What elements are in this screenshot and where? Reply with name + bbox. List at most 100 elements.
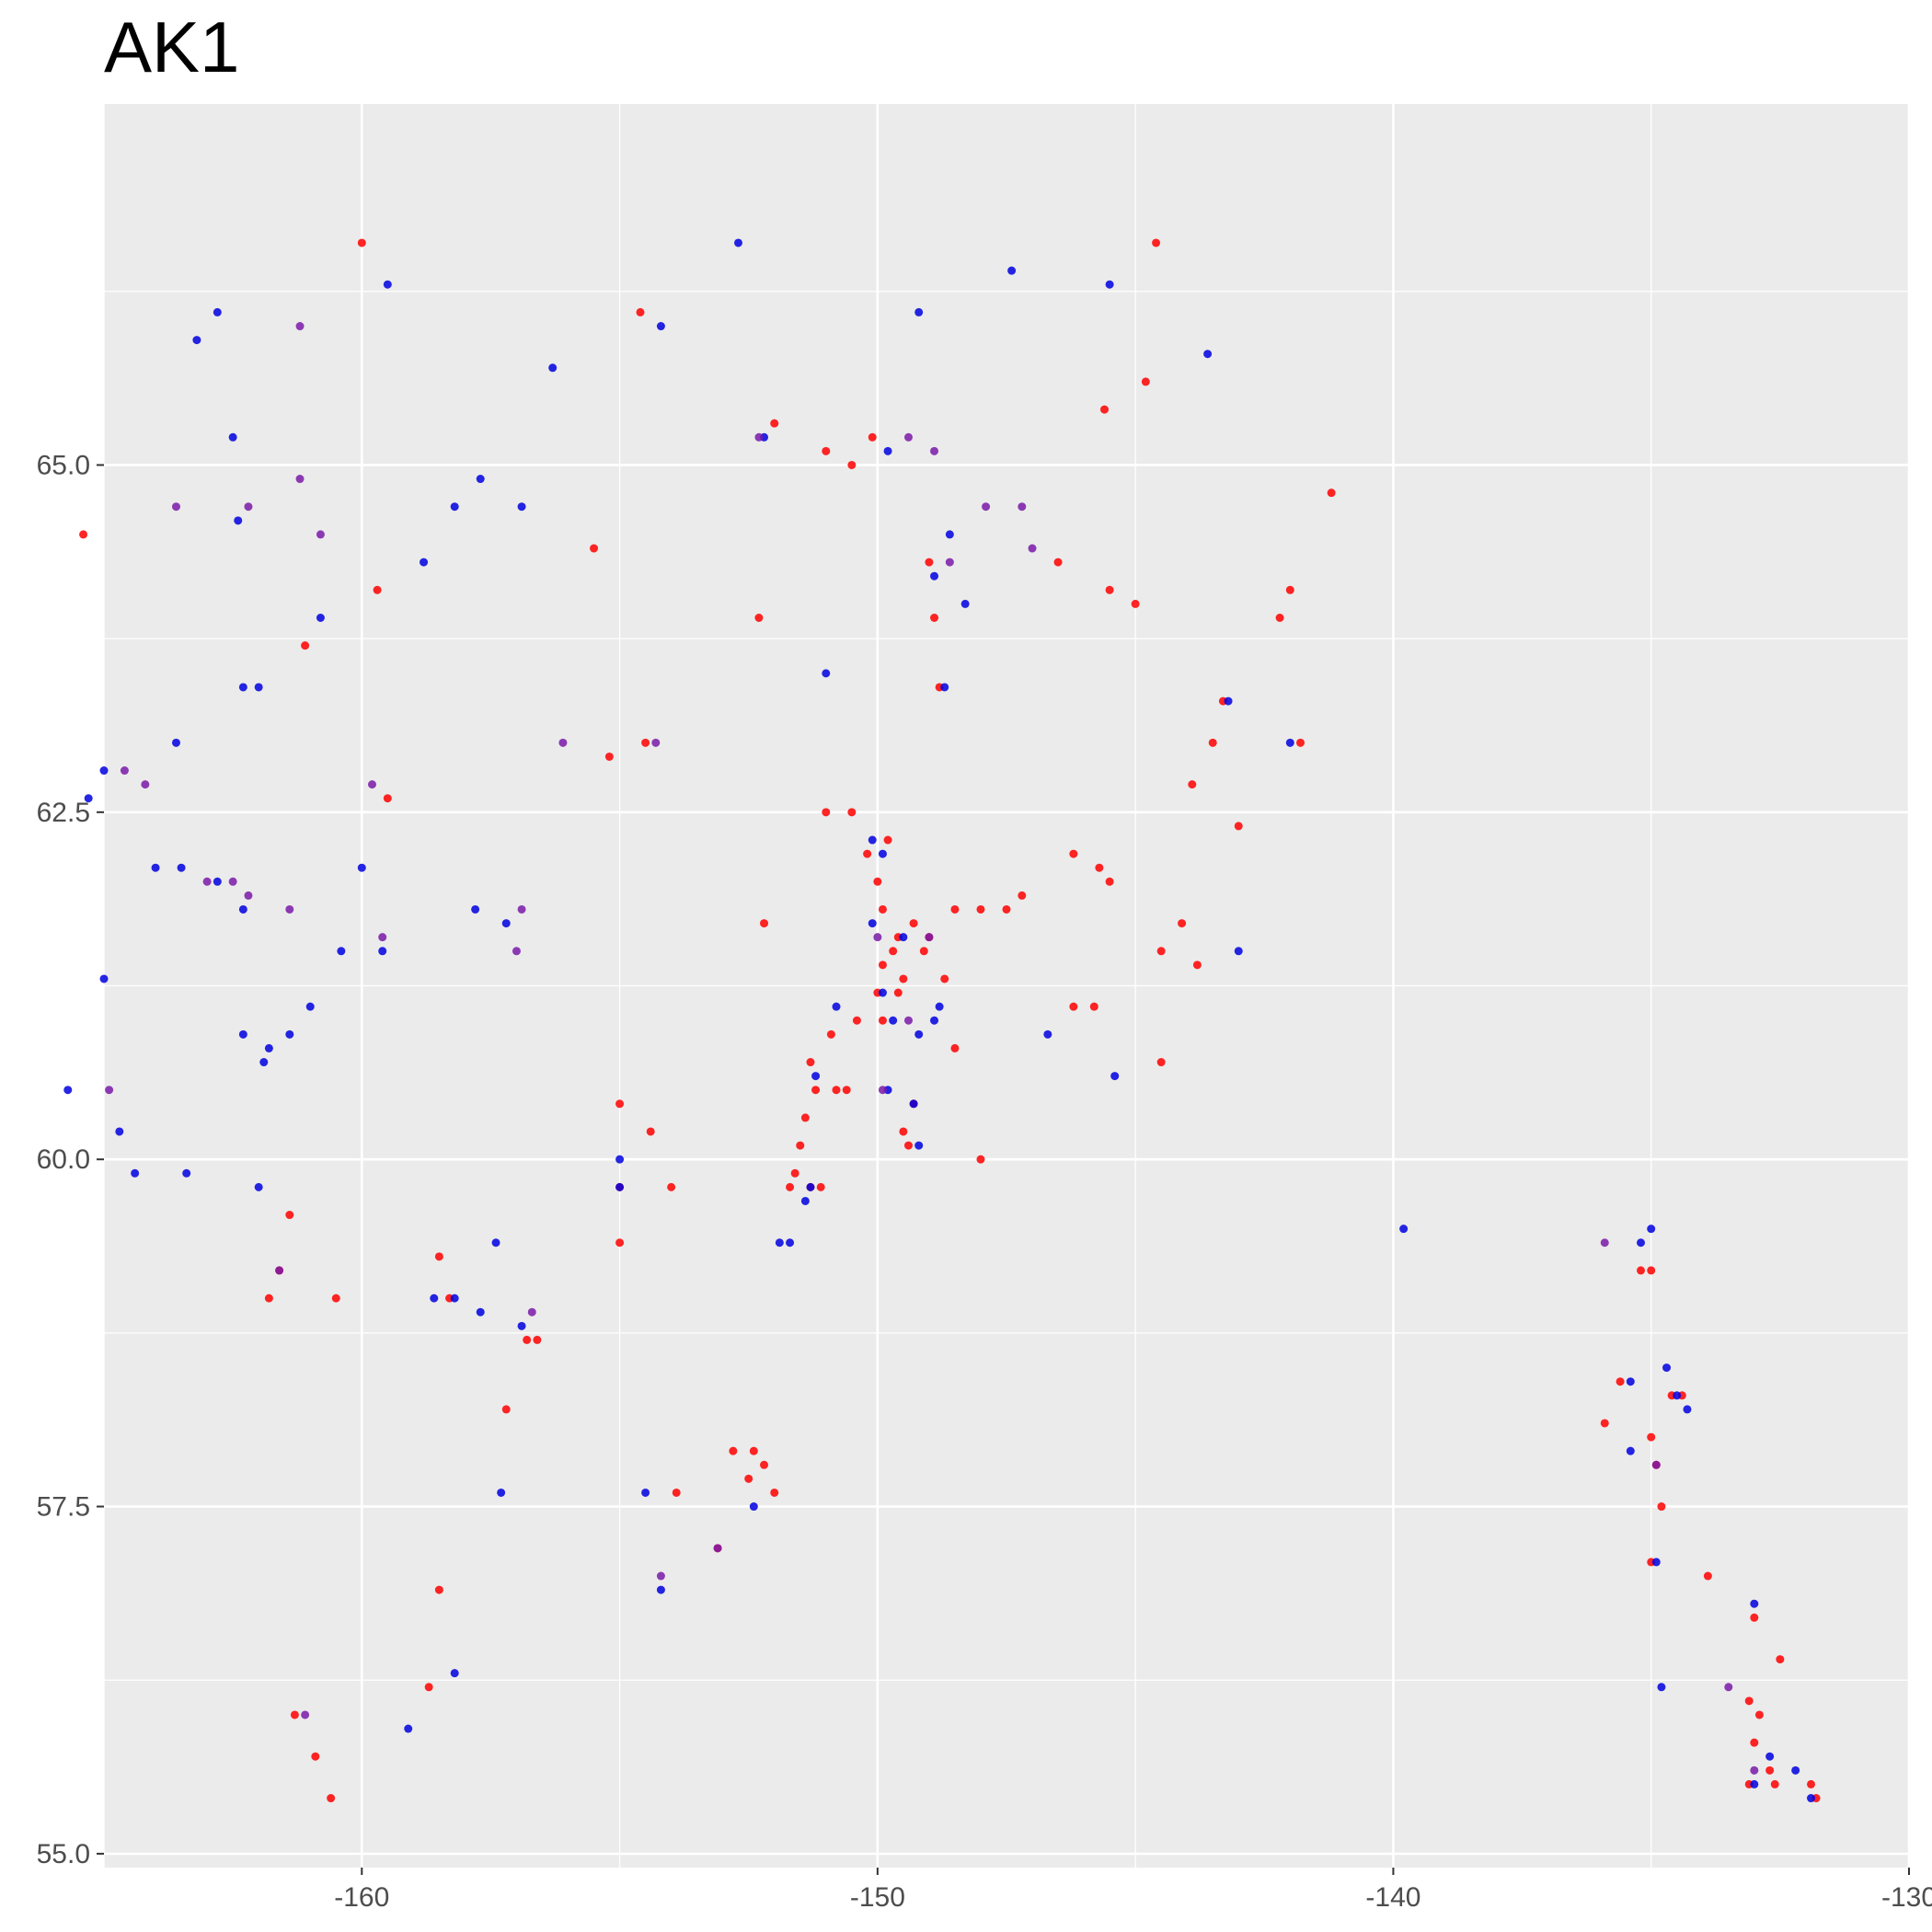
data-point-blue	[775, 1238, 784, 1248]
data-point-blue	[404, 1724, 413, 1733]
data-point-red	[852, 1016, 861, 1025]
data-point-red	[832, 1086, 841, 1095]
data-point-purple	[1651, 1460, 1661, 1469]
y-tick-label: 60.0	[37, 1144, 90, 1175]
major-gridlines	[104, 104, 1911, 1868]
data-point-blue	[914, 307, 924, 316]
data-point-purple	[228, 877, 237, 886]
data-point-red	[615, 1099, 625, 1109]
data-point-red	[873, 877, 882, 886]
data-point-blue	[1285, 738, 1294, 747]
data-point-blue	[930, 571, 939, 581]
data-point-purple	[754, 432, 764, 442]
data-point-purple	[316, 530, 325, 539]
data-point-blue	[1765, 1752, 1775, 1761]
data-point-blue	[1750, 1779, 1759, 1788]
data-point-red	[847, 460, 857, 469]
data-point-blue	[1203, 350, 1213, 359]
data-point-blue	[1750, 1599, 1759, 1608]
data-point-purple	[301, 1710, 310, 1719]
data-point-blue	[1110, 1072, 1120, 1081]
data-point-blue	[84, 794, 93, 803]
data-point-red	[1156, 1058, 1166, 1067]
y-tick-label: 57.5	[37, 1492, 90, 1523]
data-point-blue	[378, 947, 387, 956]
data-point-purple	[244, 891, 253, 900]
data-point-red	[790, 1168, 799, 1178]
data-point-purple	[378, 933, 387, 942]
data-point-red	[1327, 489, 1336, 498]
data-point-blue	[945, 530, 954, 539]
data-point-purple	[171, 502, 180, 512]
data-point-red	[1647, 1266, 1656, 1275]
data-point-blue	[430, 1294, 439, 1303]
data-point-red	[1750, 1738, 1759, 1747]
data-point-red	[383, 794, 392, 803]
data-point-red	[1806, 1779, 1815, 1788]
data-point-blue	[476, 1307, 485, 1317]
data-point-red	[667, 1182, 676, 1191]
data-point-red	[800, 1113, 810, 1122]
data-point-red	[899, 974, 908, 983]
data-point-blue	[935, 1002, 944, 1011]
data-point-red	[290, 1710, 299, 1719]
data-point-red	[1750, 1613, 1759, 1622]
data-point-blue	[501, 919, 511, 928]
data-point-red	[301, 641, 310, 650]
y-tick-label: 65.0	[37, 450, 90, 480]
data-point-purple	[285, 904, 294, 914]
data-point-red	[893, 988, 903, 997]
data-point-red	[878, 1016, 887, 1025]
data-point-blue	[337, 947, 346, 956]
data-point-blue	[491, 1238, 500, 1248]
data-point-blue	[1657, 1683, 1666, 1692]
data-point-red	[1089, 1002, 1098, 1011]
data-point-red	[501, 1405, 511, 1414]
data-point-blue	[99, 974, 109, 983]
data-point-blue	[234, 516, 243, 525]
data-point-purple	[1750, 1765, 1759, 1775]
data-point-blue	[1637, 1238, 1646, 1248]
data-point-red	[940, 974, 949, 983]
data-point-red	[1188, 780, 1197, 789]
data-point-red	[950, 904, 960, 914]
data-point-red	[1095, 863, 1104, 872]
data-point-blue	[264, 1043, 273, 1052]
data-point-purple	[512, 947, 521, 956]
data-point-purple	[1724, 1683, 1733, 1692]
data-point-blue	[450, 1669, 459, 1678]
data-point-blue	[1626, 1446, 1635, 1455]
data-point-red	[1152, 238, 1161, 247]
data-point-blue	[656, 1585, 665, 1594]
data-point-blue	[213, 877, 222, 886]
data-point-red	[636, 307, 645, 316]
data-point-red	[770, 1488, 779, 1497]
data-point-red	[434, 1252, 443, 1261]
data-point-red	[796, 1141, 805, 1150]
data-point-purple	[141, 780, 150, 789]
data-point-blue	[615, 1155, 625, 1164]
data-point-blue	[420, 558, 429, 567]
data-point-red	[1600, 1419, 1609, 1428]
data-point-red	[919, 947, 928, 956]
data-point-red	[899, 1127, 908, 1136]
data-point-blue	[615, 1182, 625, 1191]
x-tick-label: -160	[334, 1882, 389, 1913]
data-point-blue	[99, 766, 109, 776]
data-point-red	[842, 1086, 851, 1095]
data-point-blue	[254, 683, 263, 692]
data-point-red	[285, 1211, 294, 1220]
x-tick-label: -150	[850, 1882, 905, 1913]
data-point-red	[1285, 585, 1294, 594]
data-point-purple	[295, 322, 305, 331]
data-point-purple	[517, 904, 526, 914]
data-point-red	[424, 1683, 433, 1692]
data-point-blue	[909, 1099, 918, 1109]
data-point-red	[1208, 738, 1217, 747]
data-point-blue	[357, 863, 366, 872]
data-point-red	[1100, 405, 1110, 414]
data-point-red	[590, 544, 599, 553]
data-point-blue	[1043, 1029, 1052, 1039]
data-point-red	[434, 1585, 443, 1594]
